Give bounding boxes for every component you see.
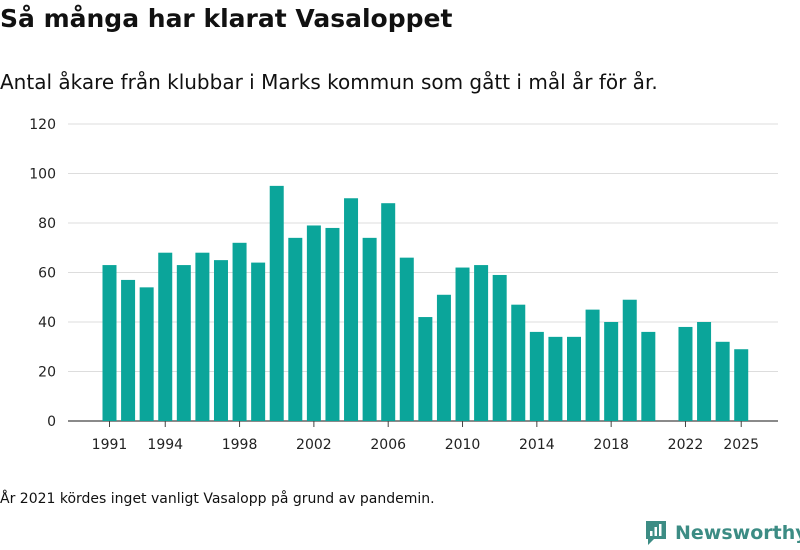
footnote: År 2021 kördes inget vanligt Vasalopp på… <box>0 491 435 507</box>
x-axis: 1991 1994 1998 2002 2006 2010 2014 2018 2022 2025 <box>92 421 759 453</box>
x-tick-label: 2010 <box>445 437 481 453</box>
bar <box>622 299 637 421</box>
y-axis: 0 20 40 60 80 100 120 <box>29 117 56 430</box>
bar <box>362 237 377 421</box>
bar <box>455 267 470 421</box>
bar <box>697 322 712 421</box>
y-tick-label: 60 <box>38 266 56 282</box>
y-tick-label: 120 <box>29 117 56 133</box>
y-tick-label: 20 <box>38 365 56 381</box>
bar <box>158 252 173 421</box>
bar <box>567 336 581 421</box>
bar <box>418 317 433 421</box>
x-tick-label: 2002 <box>296 437 332 453</box>
x-tick-label: 2014 <box>519 437 555 453</box>
newsworthy-logo-icon <box>646 521 666 545</box>
y-tick-label: 100 <box>29 167 56 183</box>
bar <box>399 257 414 421</box>
y-tick-label: 0 <box>47 414 56 430</box>
bar <box>344 198 359 421</box>
x-tick-label: 1991 <box>92 437 128 453</box>
x-tick-label: 2025 <box>723 437 759 453</box>
bar <box>511 304 526 421</box>
x-tick-label: 2022 <box>668 437 704 453</box>
x-tick-label: 2006 <box>370 437 406 453</box>
bar <box>325 227 340 421</box>
chart-subtitle: Antal åkare från klubbar i Marks kommun … <box>0 70 658 94</box>
bars <box>102 185 749 421</box>
y-tick-label: 80 <box>38 216 56 232</box>
bar <box>734 349 749 421</box>
bar <box>251 262 266 421</box>
bar <box>176 265 191 421</box>
bar <box>288 237 303 421</box>
bar <box>381 203 396 421</box>
bar <box>269 185 284 421</box>
bar <box>436 294 451 421</box>
bar <box>195 252 210 421</box>
bar <box>232 242 247 421</box>
brand-name: Newsworthy <box>675 522 800 544</box>
bar <box>492 274 507 421</box>
bar <box>306 225 321 421</box>
x-tick-label: 2018 <box>593 437 629 453</box>
bar <box>102 265 117 421</box>
bar <box>641 331 656 421</box>
bar <box>678 326 693 421</box>
bar <box>585 309 600 421</box>
x-tick-label: 1998 <box>222 437 258 453</box>
x-tick-label: 1994 <box>147 437 183 453</box>
bar <box>213 260 228 421</box>
bar <box>715 341 730 421</box>
bar <box>529 331 544 421</box>
chart-title: Så många har klarat Vasaloppet <box>0 4 453 33</box>
bar-chart: 0 20 40 60 80 100 120 1991 1994 1998 2002 2006 2010… <box>29 117 778 453</box>
bar <box>139 287 154 421</box>
bar <box>548 336 563 421</box>
bar <box>474 265 489 421</box>
y-tick-label: 40 <box>38 315 56 331</box>
bar <box>604 322 619 421</box>
brand-logo: Newsworthy <box>644 519 800 547</box>
bar <box>121 279 136 421</box>
